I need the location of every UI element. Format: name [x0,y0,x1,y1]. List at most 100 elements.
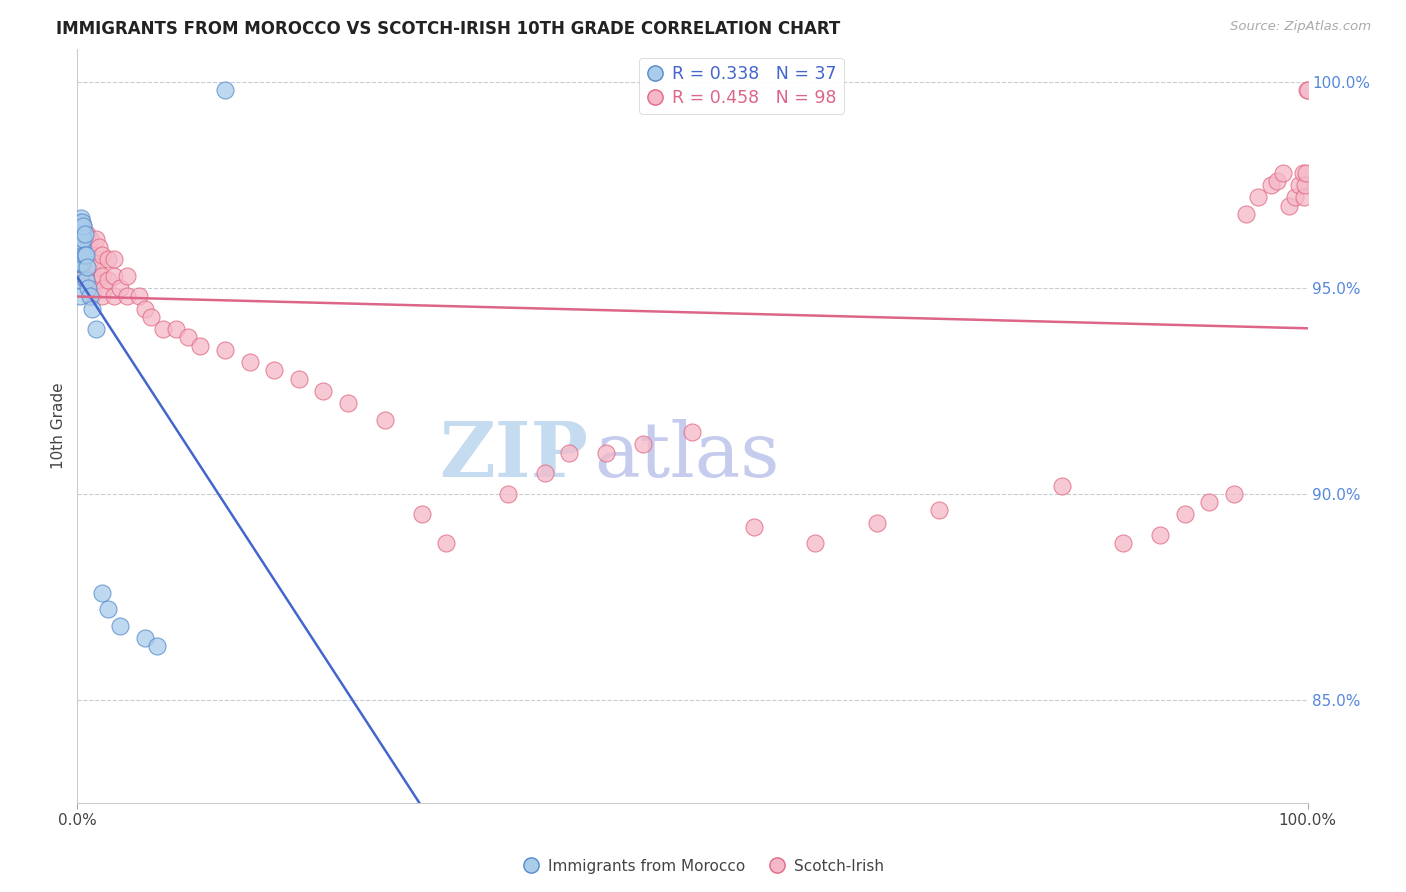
Point [72,260,94,275]
Legend: R = 0.338   N = 37, R = 0.458   N = 98: R = 0.338 N = 37, R = 0.458 N = 98 [640,58,844,113]
Point [534,467,557,481]
Point [70,240,93,254]
Point [141,310,163,324]
Point [103,268,125,283]
Point [70,227,93,242]
Point [115,289,138,303]
Point [84,231,107,245]
Point [72,248,94,262]
Point [82,289,104,303]
Point [73,260,96,275]
Point [82,281,104,295]
Point [1272,166,1295,180]
Point [1198,495,1220,509]
Point [146,640,169,654]
Point [70,215,93,229]
Point [177,330,200,344]
Point [75,252,97,266]
Point [69,248,91,262]
Point [72,248,94,262]
Point [1294,178,1316,192]
Point [76,240,98,254]
Point [70,227,93,242]
Point [288,371,311,385]
Text: Source: ZipAtlas.com: Source: ZipAtlas.com [1230,20,1371,33]
Point [97,273,120,287]
Point [103,252,125,266]
Point [496,487,519,501]
Point [70,240,93,254]
Point [75,273,97,287]
Point [1149,528,1171,542]
Point [70,260,93,275]
Point [76,227,98,242]
Point [69,273,91,287]
Point [214,343,236,357]
Point [77,281,100,295]
Point [90,586,114,600]
Point [67,240,90,254]
Point [89,240,111,254]
Point [77,260,100,275]
Point [73,227,96,242]
Point [75,231,97,245]
Point [72,231,94,245]
Point [128,289,150,303]
Point [84,273,107,287]
Text: IMMIGRANTS FROM MOROCCO VS SCOTCH-IRISH 10TH GRADE CORRELATION CHART: IMMIGRANTS FROM MOROCCO VS SCOTCH-IRISH … [56,20,841,37]
Point [84,252,107,266]
Point [97,602,120,616]
Point [263,363,285,377]
Point [82,301,104,316]
Point [742,520,765,534]
Point [67,248,90,262]
Point [90,248,114,262]
Point [165,322,187,336]
Point [1265,174,1288,188]
Point [103,289,125,303]
Point [79,268,101,283]
Point [82,260,104,275]
Point [1278,198,1301,212]
Point [84,322,107,336]
Y-axis label: 10th Grade: 10th Grade [51,383,66,469]
Point [190,338,212,352]
Point [1112,536,1135,550]
Point [69,231,91,245]
Point [69,223,91,237]
Point [152,322,174,336]
Point [70,256,93,270]
Point [1292,190,1315,204]
Point [69,268,91,283]
Point [69,289,91,303]
Point [70,215,93,229]
Point [239,355,262,369]
Point [1260,178,1282,192]
Point [69,231,91,245]
Point [1247,190,1270,204]
Point [67,256,90,270]
Point [928,503,950,517]
Point [76,260,98,275]
Point [115,268,138,283]
Point [110,281,132,295]
Point [75,248,97,262]
Point [86,260,108,275]
Point [374,413,396,427]
Point [69,215,91,229]
Point [73,248,96,262]
Point [76,260,98,275]
Point [70,240,93,254]
Point [436,536,458,550]
Point [1288,178,1310,192]
Point [70,223,93,237]
Point [1292,166,1315,180]
Point [70,252,93,266]
Point [72,219,94,234]
Point [73,227,96,242]
Point [93,281,115,295]
Point [134,301,156,316]
Point [312,384,335,398]
Point [70,240,93,254]
Point [682,425,704,439]
